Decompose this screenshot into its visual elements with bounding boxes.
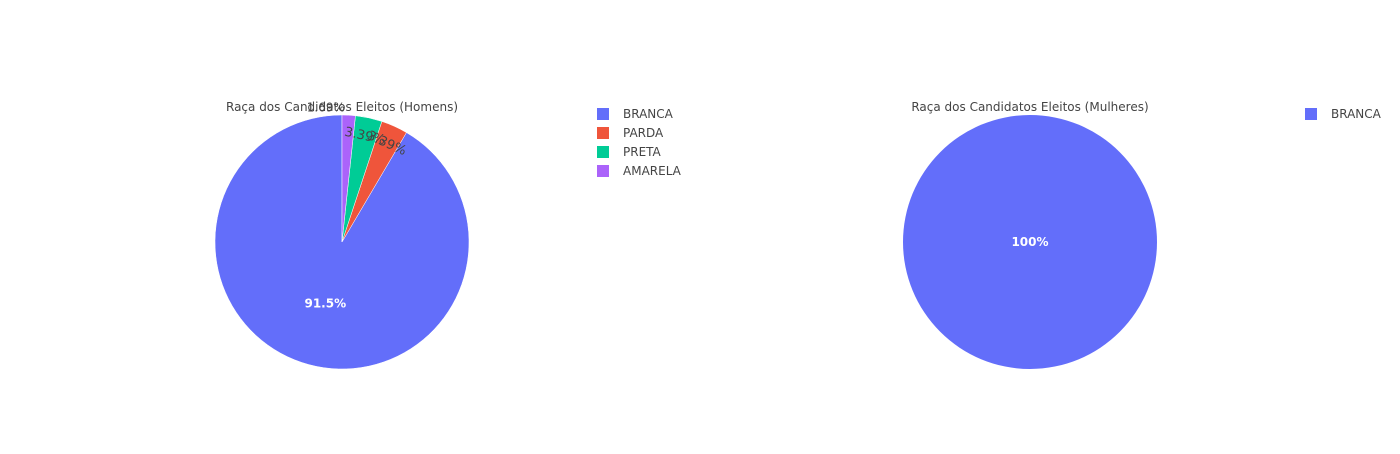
pie-women-title: Raça dos Candidatos Eleitos (Mulheres) — [911, 100, 1148, 114]
men-legend-swatch-branca[interactable] — [597, 108, 609, 120]
men-legend-label-preta[interactable]: PRETA — [623, 145, 662, 159]
pie-men: Raça dos Candidatos Eleitos (Homens) 91.… — [214, 100, 682, 370]
pie-men-slices — [214, 114, 470, 370]
women-legend-swatch-branca[interactable] — [1305, 108, 1317, 120]
men-legend-label-branca[interactable]: BRANCA — [623, 107, 674, 121]
men-legend-swatch-preta[interactable] — [597, 146, 609, 158]
women-slice-branca[interactable] — [903, 115, 1157, 369]
pie-women: Raça dos Candidatos Eleitos (Mulheres) 1… — [903, 100, 1382, 369]
men-legend-label-amarela[interactable]: AMARELA — [623, 164, 682, 178]
men-slice-amarela[interactable] — [341, 114, 356, 243]
women-label-branca: 100% — [1011, 235, 1048, 249]
men-label-branca: 91.5% — [304, 296, 346, 310]
pie-women-legend: BRANCA — [1305, 107, 1382, 121]
pie-men-legend: BRANCA PARDA PRETA AMARELA — [597, 107, 682, 178]
men-label-amarela: 1.69% — [307, 101, 345, 115]
men-legend-swatch-amarela[interactable] — [597, 165, 609, 177]
women-legend-label-branca[interactable]: BRANCA — [1331, 107, 1382, 121]
pie-women-labels: 100% — [1011, 235, 1048, 249]
pie-men-title: Raça dos Candidatos Eleitos (Homens) — [226, 100, 458, 114]
men-legend-label-parda[interactable]: PARDA — [623, 126, 664, 140]
men-legend-swatch-parda[interactable] — [597, 127, 609, 139]
pie-women-slices — [903, 115, 1157, 369]
